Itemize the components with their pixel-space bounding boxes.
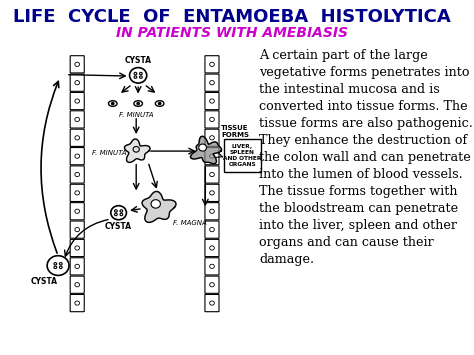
- Polygon shape: [125, 139, 150, 162]
- FancyBboxPatch shape: [205, 239, 219, 257]
- FancyBboxPatch shape: [70, 148, 84, 165]
- Text: CYSTA: CYSTA: [105, 222, 132, 230]
- Circle shape: [111, 103, 114, 105]
- FancyBboxPatch shape: [205, 92, 219, 110]
- FancyBboxPatch shape: [70, 294, 84, 312]
- FancyBboxPatch shape: [205, 148, 219, 165]
- FancyBboxPatch shape: [70, 74, 84, 91]
- FancyBboxPatch shape: [205, 258, 219, 275]
- Text: F. MAGNA: F. MAGNA: [173, 220, 207, 225]
- FancyBboxPatch shape: [70, 92, 84, 110]
- FancyBboxPatch shape: [70, 258, 84, 275]
- FancyBboxPatch shape: [205, 166, 219, 183]
- FancyBboxPatch shape: [205, 276, 219, 293]
- Circle shape: [151, 200, 160, 208]
- FancyBboxPatch shape: [70, 221, 84, 238]
- Text: LIFE  CYCLE  OF  ENTAMOEBA  HISTOLYTICA: LIFE CYCLE OF ENTAMOEBA HISTOLYTICA: [13, 8, 451, 26]
- FancyBboxPatch shape: [205, 221, 219, 238]
- Circle shape: [137, 103, 139, 105]
- FancyBboxPatch shape: [70, 111, 84, 128]
- FancyBboxPatch shape: [205, 184, 219, 202]
- Text: F. MINUTA: F. MINUTA: [119, 112, 154, 118]
- FancyBboxPatch shape: [205, 129, 219, 146]
- FancyBboxPatch shape: [205, 56, 219, 73]
- FancyBboxPatch shape: [205, 294, 219, 312]
- FancyBboxPatch shape: [70, 129, 84, 146]
- FancyBboxPatch shape: [205, 74, 219, 91]
- Text: F. MINUTA: F. MINUTA: [91, 150, 126, 156]
- FancyBboxPatch shape: [70, 56, 84, 73]
- Text: LIVER,
SPLEEN
AND OTHER
ORGANS: LIVER, SPLEEN AND OTHER ORGANS: [223, 144, 262, 167]
- FancyBboxPatch shape: [70, 239, 84, 257]
- Text: CYSTA: CYSTA: [125, 56, 152, 65]
- FancyBboxPatch shape: [70, 203, 84, 220]
- Text: A certain part of the large vegetative forms penetrates into the intestinal muco: A certain part of the large vegetative f…: [259, 49, 473, 266]
- FancyBboxPatch shape: [205, 111, 219, 128]
- Text: CYSTA: CYSTA: [31, 277, 58, 286]
- Circle shape: [158, 103, 161, 105]
- Circle shape: [199, 144, 207, 151]
- Text: TISSUE
FORMS: TISSUE FORMS: [221, 125, 249, 138]
- FancyBboxPatch shape: [205, 203, 219, 220]
- FancyBboxPatch shape: [70, 184, 84, 202]
- Polygon shape: [191, 136, 222, 164]
- FancyBboxPatch shape: [70, 166, 84, 183]
- FancyBboxPatch shape: [70, 276, 84, 293]
- Polygon shape: [142, 191, 176, 223]
- Text: IN PATIENTS WITH AMEBIASIS: IN PATIENTS WITH AMEBIASIS: [116, 26, 348, 40]
- FancyBboxPatch shape: [224, 139, 261, 172]
